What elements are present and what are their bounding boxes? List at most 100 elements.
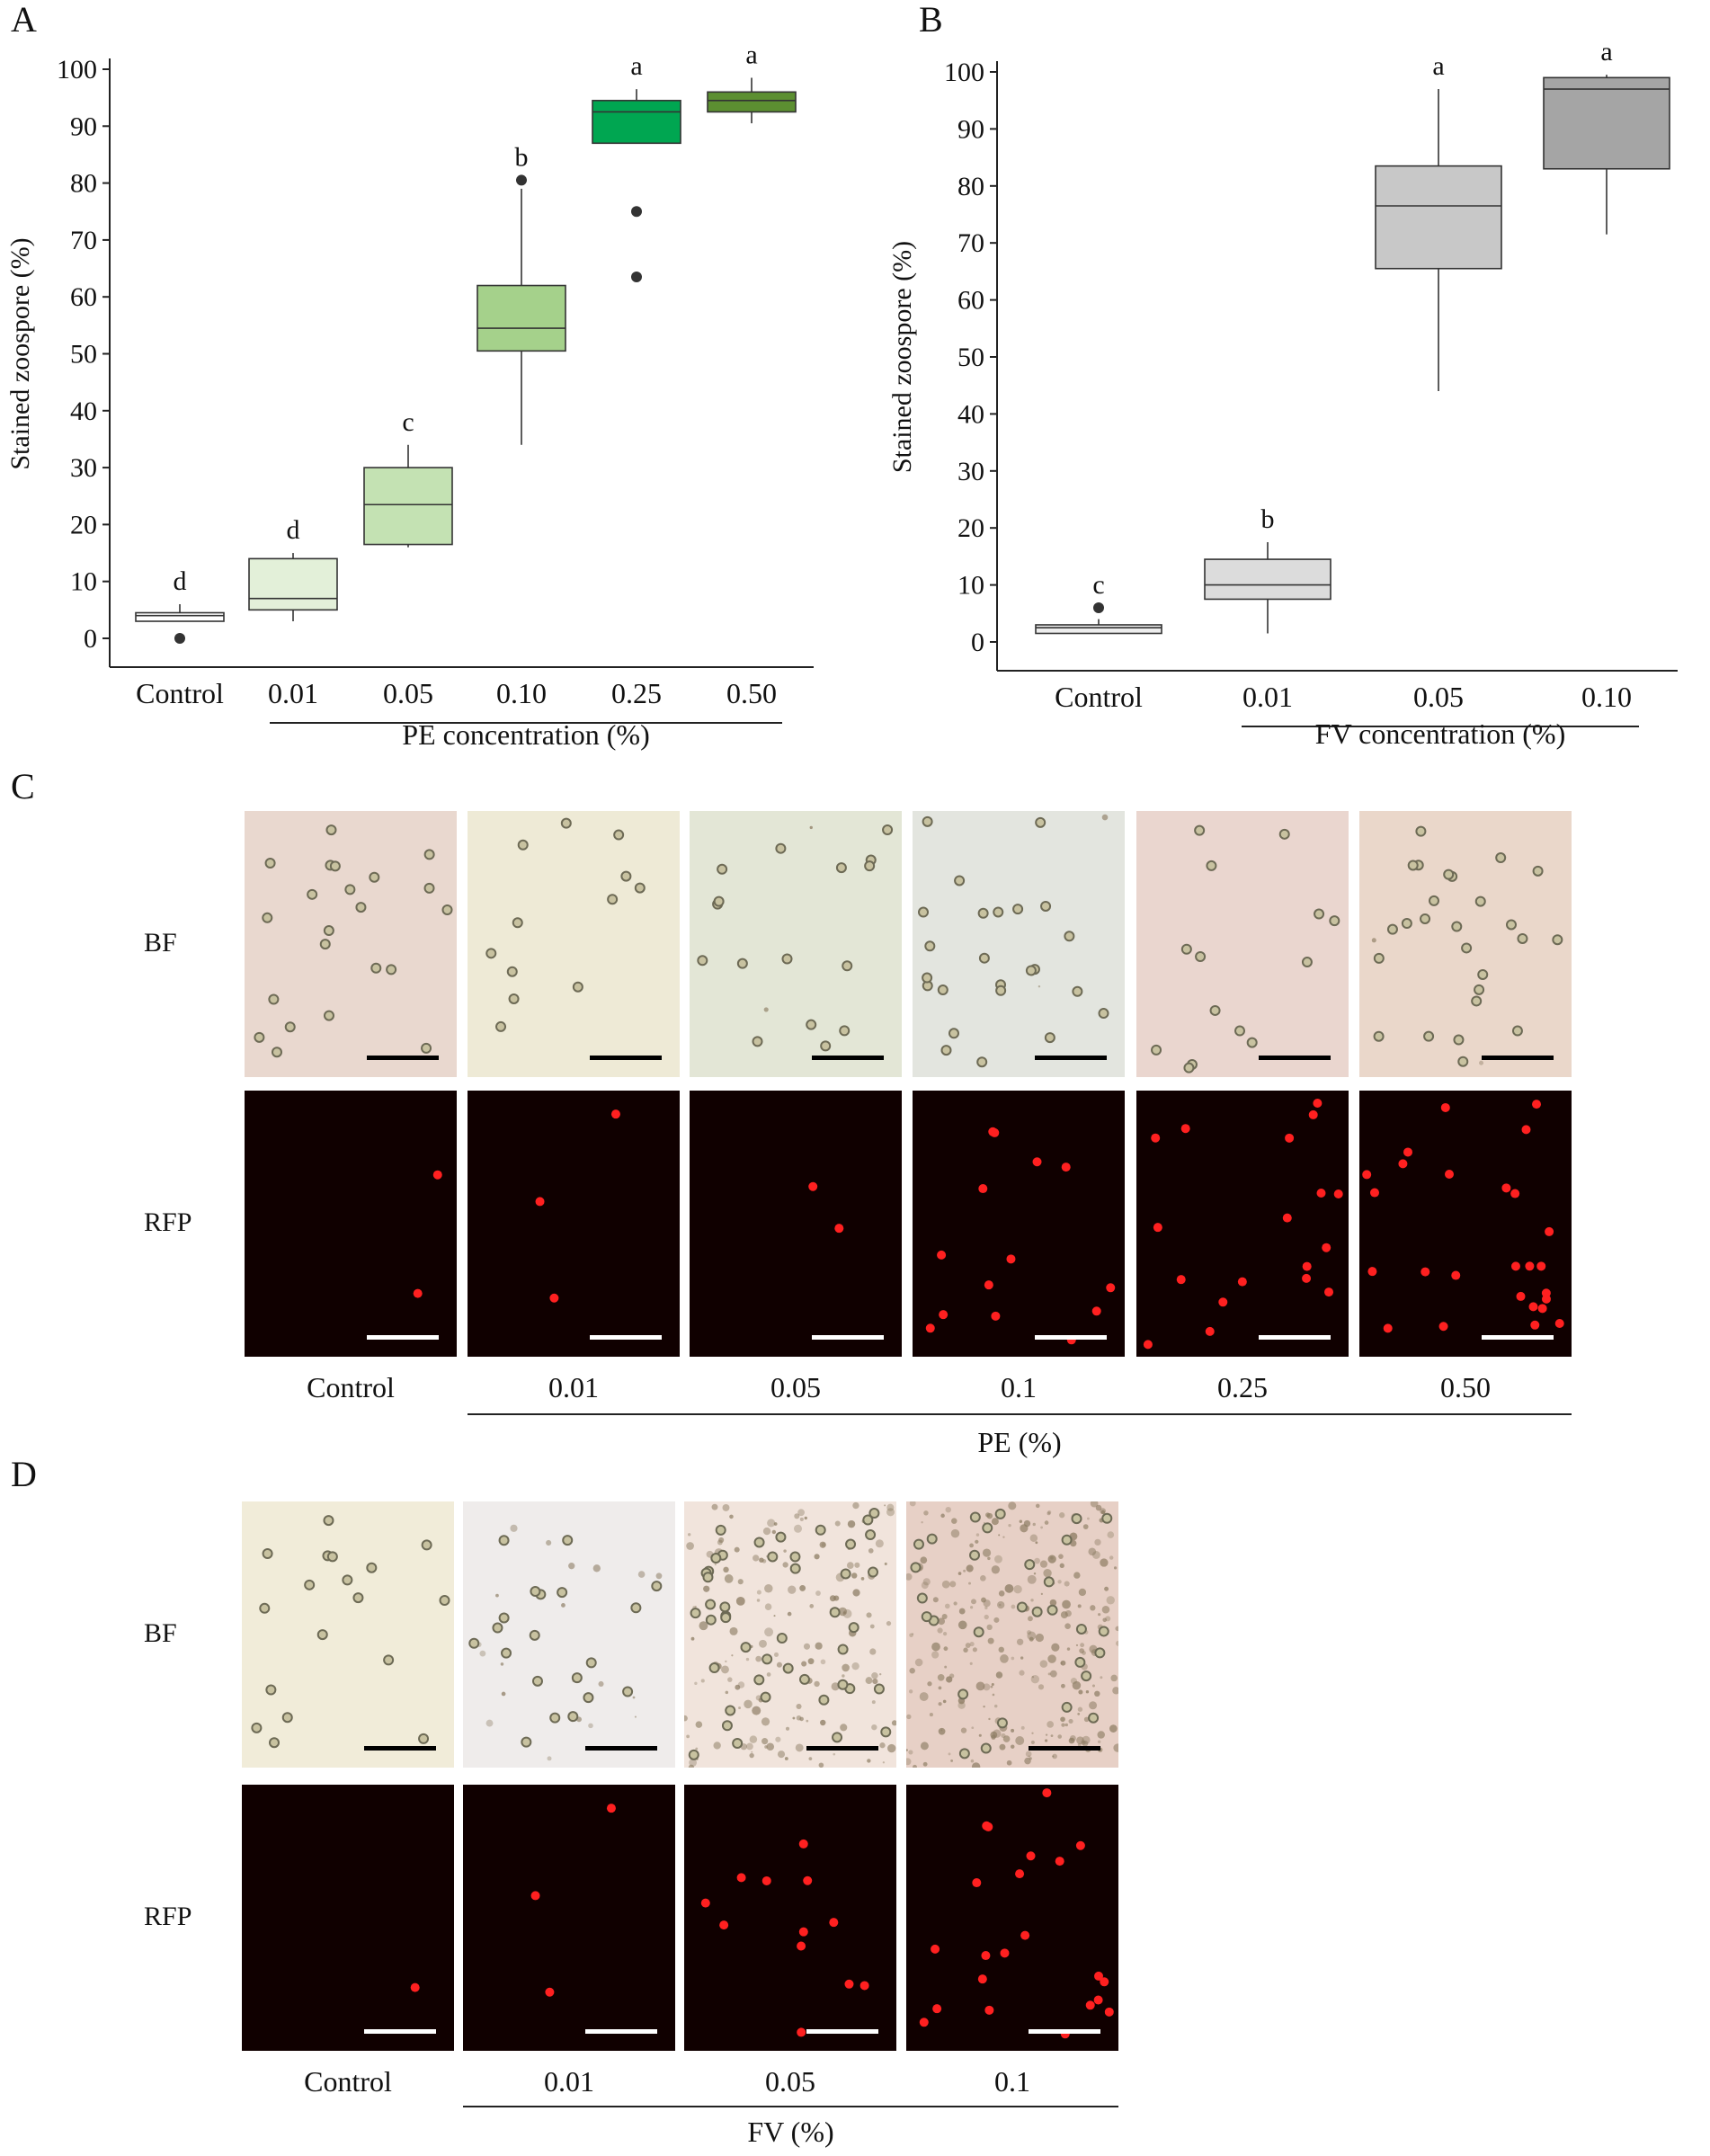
debris-particle <box>792 1716 796 1720</box>
stained-zoospore <box>545 1987 555 1997</box>
x-tick-label: 0.10 <box>1581 681 1632 713</box>
debris-particle <box>1058 1554 1064 1559</box>
zoospore-cell <box>492 1622 503 1634</box>
debris-particle <box>1020 1524 1029 1533</box>
box <box>1035 624 1162 635</box>
debris-particle <box>776 1662 782 1668</box>
debris-particle <box>919 1692 929 1701</box>
stained-zoospore <box>988 1127 998 1136</box>
debris-particle <box>634 1715 637 1718</box>
column-label: 0.50 <box>1440 1371 1491 1403</box>
debris-particle <box>938 1727 946 1735</box>
debris-particle <box>884 1504 886 1507</box>
debris-particle <box>694 1681 698 1686</box>
debris-particle <box>886 1508 895 1517</box>
debris-particle <box>970 1606 974 1609</box>
debris-particle <box>1030 1674 1040 1684</box>
debris-particle <box>983 1705 985 1708</box>
scale-bar <box>1259 1335 1331 1340</box>
zoospore-cell <box>837 1679 849 1690</box>
debris-particle <box>737 1681 745 1688</box>
debris-particle <box>744 1699 753 1709</box>
stained-zoospore <box>535 1197 545 1207</box>
debris-particle <box>981 1597 986 1603</box>
zoospore-cell <box>549 1712 561 1724</box>
stained-zoospore <box>984 1280 993 1290</box>
debris-particle <box>807 1658 815 1665</box>
row-label-bf: BF <box>144 928 177 958</box>
debris-particle <box>948 1752 951 1756</box>
debris-particle <box>992 1693 995 1697</box>
stained-zoospore <box>1322 1243 1331 1252</box>
debris-particle <box>847 1519 856 1528</box>
debris-particle <box>1033 1572 1037 1575</box>
stained-zoospore <box>1091 1306 1101 1316</box>
debris-particle <box>988 1717 991 1721</box>
column-label: Control <box>307 1371 395 1403</box>
debris-particle <box>932 1597 939 1603</box>
stained-zoospore <box>1106 1283 1116 1293</box>
debris-particle <box>759 1557 764 1563</box>
debris-particle <box>993 1704 998 1708</box>
debris-particle <box>1064 1581 1070 1587</box>
stained-zoospore <box>991 1311 1001 1321</box>
debris-particle <box>949 1673 955 1679</box>
zoospore-cell <box>1075 1623 1087 1635</box>
stained-zoospore <box>610 1109 620 1119</box>
debris-particle <box>840 1724 848 1732</box>
zoospore-cell <box>717 863 728 875</box>
debris-particle <box>1107 1531 1115 1538</box>
stained-zoospore <box>1532 1100 1542 1109</box>
zoospore-cell <box>585 1657 597 1669</box>
debris-particle <box>1089 1701 1098 1710</box>
stained-zoospore <box>939 1310 949 1320</box>
stained-zoospore <box>1075 1840 1085 1850</box>
stained-zoospore <box>803 1875 813 1885</box>
zoospore-cell <box>262 912 273 923</box>
zoospore-cell <box>495 1020 507 1032</box>
zoospore-cell <box>1012 904 1024 915</box>
zoospore-cell <box>441 904 453 915</box>
significance-letter: d <box>174 566 187 596</box>
debris-particle <box>941 1613 948 1620</box>
debris-particle <box>727 1677 733 1682</box>
debris-particle <box>1088 1547 1097 1556</box>
debris-particle <box>960 1727 967 1733</box>
debris-particle <box>908 1750 913 1755</box>
zoospore-cell <box>980 1742 992 1754</box>
box <box>135 611 225 622</box>
debris-particle <box>884 1562 887 1565</box>
zoospore-cell <box>940 1045 952 1056</box>
debris-particle <box>1031 1732 1034 1734</box>
debris-particle <box>1052 1753 1057 1760</box>
zoospore-cell <box>705 1599 717 1610</box>
zoospore-cell <box>1194 824 1206 836</box>
debris-particle <box>980 1574 986 1581</box>
zoospore-cell <box>994 1508 1006 1519</box>
y-tick-label: 30 <box>957 457 984 486</box>
debris-particle <box>784 1757 788 1760</box>
debris-particle <box>1025 1751 1032 1758</box>
scale-bar <box>590 1335 662 1340</box>
zoospore-cell <box>1180 943 1192 955</box>
stained-zoospore <box>1451 1270 1461 1280</box>
zoospore-cell <box>702 1572 714 1583</box>
zoospore-cell <box>921 1611 932 1623</box>
debris-particle <box>1019 1670 1025 1676</box>
zoospore-cell <box>272 1047 283 1058</box>
debris-particle <box>1016 1638 1024 1645</box>
debris-particle <box>1075 1644 1079 1646</box>
scale-bar <box>364 2029 436 2034</box>
zoospore-cell <box>370 962 382 974</box>
debris-particle <box>950 1760 954 1762</box>
debris-particle <box>794 1513 800 1519</box>
zoospore-cell <box>982 1522 993 1534</box>
significance-letter: b <box>1261 504 1275 534</box>
debris-particle <box>785 1726 790 1731</box>
debris-particle <box>1080 1643 1085 1648</box>
debris-particle <box>686 1734 690 1739</box>
debris-particle <box>851 1572 858 1579</box>
debris-particle <box>922 1761 928 1767</box>
zoospore-cell <box>705 1614 717 1626</box>
stained-zoospore <box>1153 1223 1162 1233</box>
